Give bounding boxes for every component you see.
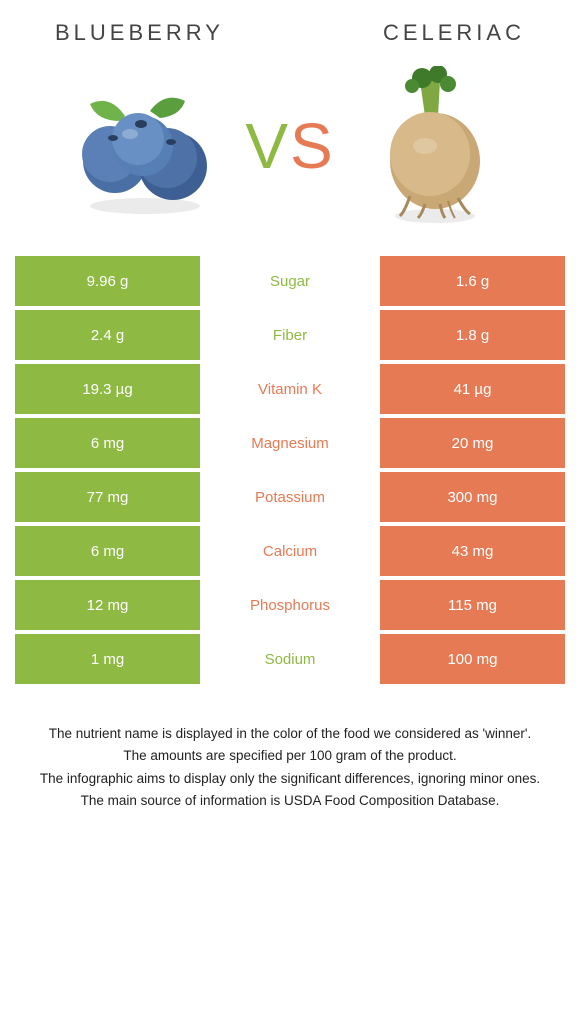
- footer-line: The nutrient name is displayed in the co…: [25, 724, 555, 744]
- vs-label: VS: [245, 109, 334, 183]
- table-row: 19.3 µgVitamin K41 µg: [15, 364, 565, 414]
- left-value-cell: 2.4 g: [15, 310, 200, 360]
- left-food-title: Blueberry: [55, 20, 224, 46]
- right-value-cell: 20 mg: [380, 418, 565, 468]
- right-value-cell: 1.6 g: [380, 256, 565, 306]
- title-row: Blueberry Celeriac: [15, 20, 565, 46]
- table-row: 9.96 gSugar1.6 g: [15, 256, 565, 306]
- left-value-cell: 6 mg: [15, 526, 200, 576]
- footer-line: The main source of information is USDA F…: [25, 791, 555, 811]
- table-row: 2.4 gFiber1.8 g: [15, 310, 565, 360]
- table-row: 1 mgSodium100 mg: [15, 634, 565, 684]
- table-row: 12 mgPhosphorus115 mg: [15, 580, 565, 630]
- left-value-cell: 1 mg: [15, 634, 200, 684]
- nutrient-label-cell: Potassium: [200, 472, 380, 522]
- nutrient-label-cell: Phosphorus: [200, 580, 380, 630]
- nutrient-label-cell: Vitamin K: [200, 364, 380, 414]
- right-value-cell: 115 mg: [380, 580, 565, 630]
- left-value-cell: 6 mg: [15, 418, 200, 468]
- right-value-cell: 41 µg: [380, 364, 565, 414]
- nutrient-label-cell: Magnesium: [200, 418, 380, 468]
- footer-notes: The nutrient name is displayed in the co…: [15, 724, 565, 811]
- right-value-cell: 1.8 g: [380, 310, 565, 360]
- right-food-title: Celeriac: [383, 20, 525, 46]
- nutrient-label-cell: Fiber: [200, 310, 380, 360]
- nutrient-label-cell: Sugar: [200, 256, 380, 306]
- table-row: 77 mgPotassium300 mg: [15, 472, 565, 522]
- footer-line: The amounts are specified per 100 gram o…: [25, 746, 555, 766]
- vs-v: V: [245, 110, 290, 182]
- celeriac-image: [345, 66, 525, 226]
- left-value-cell: 19.3 µg: [15, 364, 200, 414]
- nutrient-label-cell: Sodium: [200, 634, 380, 684]
- table-row: 6 mgMagnesium20 mg: [15, 418, 565, 468]
- hero-row: VS: [15, 66, 565, 256]
- left-value-cell: 9.96 g: [15, 256, 200, 306]
- right-value-cell: 43 mg: [380, 526, 565, 576]
- blueberry-image: [55, 66, 235, 226]
- nutrient-table: 9.96 gSugar1.6 g2.4 gFiber1.8 g19.3 µgVi…: [15, 256, 565, 684]
- table-row: 6 mgCalcium43 mg: [15, 526, 565, 576]
- right-value-cell: 300 mg: [380, 472, 565, 522]
- left-value-cell: 12 mg: [15, 580, 200, 630]
- nutrient-label-cell: Calcium: [200, 526, 380, 576]
- left-value-cell: 77 mg: [15, 472, 200, 522]
- right-value-cell: 100 mg: [380, 634, 565, 684]
- vs-s: S: [290, 110, 335, 182]
- footer-line: The infographic aims to display only the…: [25, 769, 555, 789]
